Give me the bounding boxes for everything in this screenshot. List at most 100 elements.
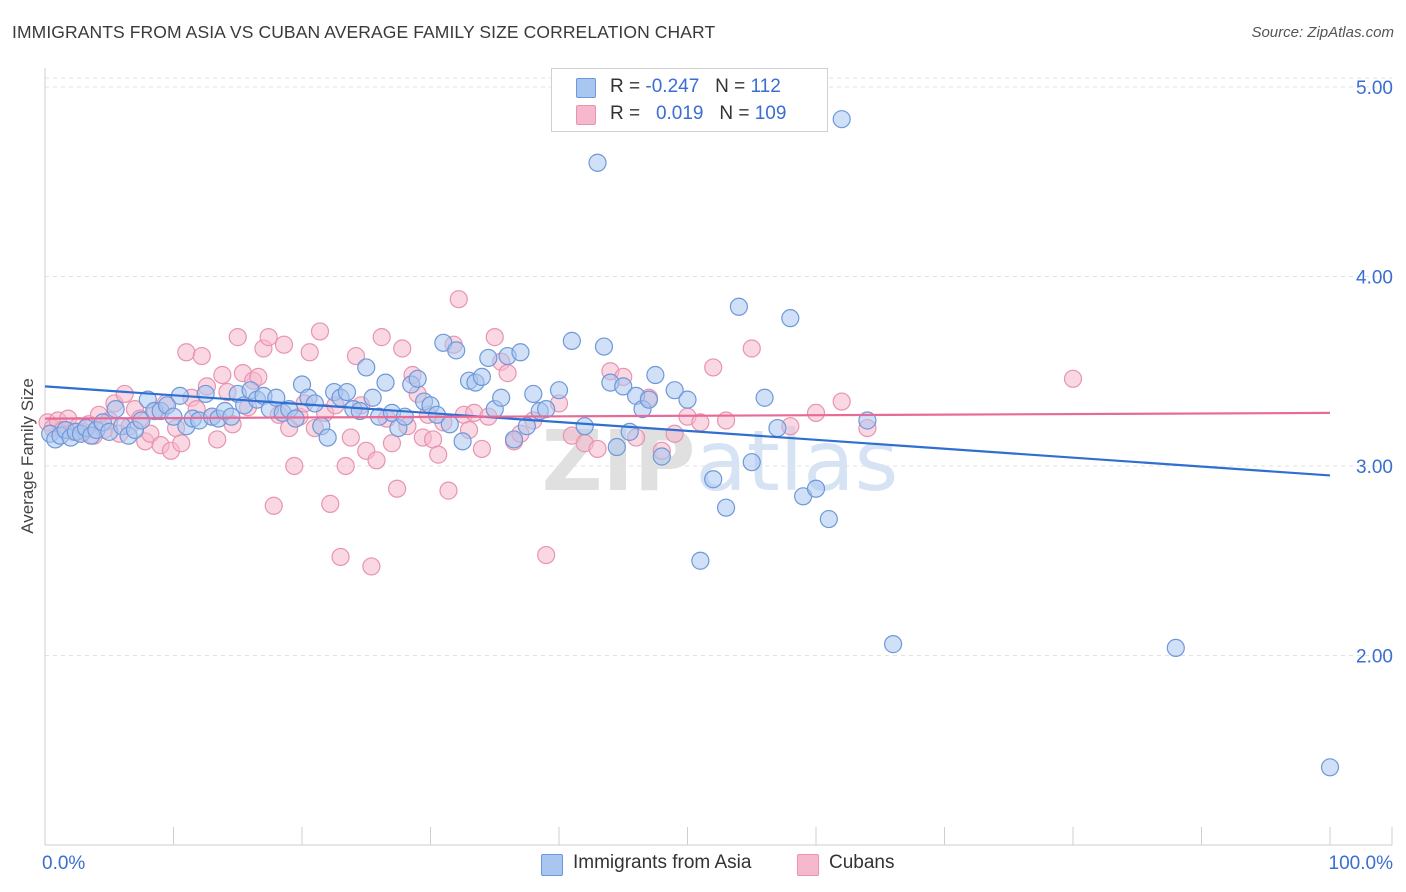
data-point-cuban xyxy=(177,343,196,362)
data-point-asia xyxy=(575,417,594,436)
data-point-cuban xyxy=(806,403,826,423)
bottom-legend-label-cuban: Cubans xyxy=(829,852,895,873)
data-point-asia xyxy=(492,388,511,407)
data-point-asia xyxy=(363,388,382,407)
data-point-cuban xyxy=(485,328,504,347)
data-point-asia xyxy=(132,411,151,430)
data-point-cuban xyxy=(285,456,304,476)
data-point-asia xyxy=(562,331,581,350)
data-point-cuban xyxy=(429,445,448,464)
x-tick-label: 0.0% xyxy=(42,853,85,874)
data-point-asia xyxy=(376,373,395,392)
data-point-asia xyxy=(594,337,614,356)
bottom-legend-asia: Immigrants from Asia xyxy=(541,852,781,876)
data-point-cuban xyxy=(213,365,232,385)
trend-line-cuban xyxy=(44,411,1331,420)
data-point-asia xyxy=(614,377,633,396)
legend-r-label: R = xyxy=(610,76,641,97)
y-tick-label: 4.00 xyxy=(1356,267,1393,288)
data-point-asia xyxy=(704,470,723,489)
data-point-cuban xyxy=(228,328,247,347)
data-point-asia xyxy=(755,388,774,407)
data-point-cuban xyxy=(310,322,330,341)
data-point-asia xyxy=(479,348,498,368)
legend-stats-asia: R = -0.247 N = 112 xyxy=(610,76,781,98)
legend-n-value: 109 xyxy=(754,103,787,124)
data-point-cuban xyxy=(341,428,360,447)
data-point-cuban xyxy=(331,547,350,567)
bottom-legend-cuban: Cubans xyxy=(797,852,917,876)
data-point-cuban xyxy=(393,339,412,358)
data-point-asia xyxy=(524,384,543,404)
y-tick-label: 5.00 xyxy=(1356,78,1393,99)
data-point-asia xyxy=(453,432,472,451)
data-point-cuban xyxy=(264,496,283,515)
data-point-asia xyxy=(1166,638,1185,658)
data-point-asia xyxy=(678,390,697,409)
data-point-asia xyxy=(691,551,710,570)
data-point-cuban xyxy=(387,479,407,498)
data-point-asia xyxy=(646,365,665,385)
data-point-cuban xyxy=(115,384,134,404)
data-point-cuban xyxy=(274,335,294,354)
data-point-asia xyxy=(440,415,459,434)
source-label: Source: ZipAtlas.com xyxy=(1251,24,1394,41)
data-point-asia xyxy=(537,400,556,419)
x-tick-label: 100.0% xyxy=(1329,853,1394,874)
data-point-asia xyxy=(106,400,125,419)
data-point-asia xyxy=(447,341,466,360)
data-point-asia xyxy=(781,309,800,328)
data-point-asia xyxy=(164,407,183,426)
data-point-asia xyxy=(549,381,569,400)
legend-swatch-cuban xyxy=(576,105,596,125)
data-point-asia xyxy=(588,153,607,172)
y-tick-label: 2.00 xyxy=(1356,646,1393,667)
data-point-cuban xyxy=(192,346,211,366)
data-point-asia xyxy=(1320,758,1340,777)
legend-stats-cuban: R = 0.019 N = 109 xyxy=(610,103,786,125)
data-point-cuban xyxy=(362,557,381,576)
legend-n-label: N = xyxy=(719,103,750,124)
data-point-asia xyxy=(357,358,376,377)
data-point-asia xyxy=(350,401,369,421)
data-point-cuban xyxy=(367,451,386,470)
data-point-cuban xyxy=(336,456,355,476)
data-point-cuban xyxy=(382,434,402,453)
data-point-asia xyxy=(305,394,324,413)
trend-line-asia xyxy=(44,385,1331,477)
data-point-cuban xyxy=(208,430,227,449)
data-point-asia xyxy=(858,411,877,430)
bottom-legend-swatch-asia xyxy=(541,854,563,876)
data-point-cuban xyxy=(439,481,458,500)
data-point-cuban xyxy=(832,392,851,411)
chart-title: IMMIGRANTS FROM ASIA VS CUBAN AVERAGE FA… xyxy=(12,22,716,42)
legend-swatch-asia xyxy=(576,78,596,98)
data-point-asia xyxy=(337,382,357,402)
data-point-asia xyxy=(665,381,684,400)
data-point-cuban xyxy=(742,339,761,358)
y-axis-label: Average Family Size xyxy=(18,378,37,534)
data-point-cuban xyxy=(537,545,556,565)
legend-r-label: R = xyxy=(610,103,641,124)
data-point-asia xyxy=(819,509,838,529)
data-point-cuban xyxy=(372,328,391,347)
data-point-asia xyxy=(517,417,536,436)
data-point-asia xyxy=(768,418,787,438)
data-point-cuban xyxy=(423,430,443,449)
bottom-legend-swatch-cuban xyxy=(797,854,819,876)
bottom-legend-label-asia: Immigrants from Asia xyxy=(573,852,752,873)
data-point-asia xyxy=(806,479,826,498)
data-point-cuban xyxy=(472,439,491,459)
y-tick-label: 3.00 xyxy=(1356,457,1393,478)
data-point-asia xyxy=(472,367,491,387)
data-point-asia xyxy=(639,390,659,409)
data-point-cuban xyxy=(346,346,366,366)
data-point-cuban xyxy=(1063,369,1083,388)
data-point-cuban xyxy=(449,290,468,309)
data-point-cuban xyxy=(259,328,278,347)
data-point-cuban xyxy=(172,434,191,453)
data-point-cuban xyxy=(588,439,607,459)
legend-r-value: 0.019 xyxy=(655,103,704,124)
data-point-cuban xyxy=(321,494,340,513)
